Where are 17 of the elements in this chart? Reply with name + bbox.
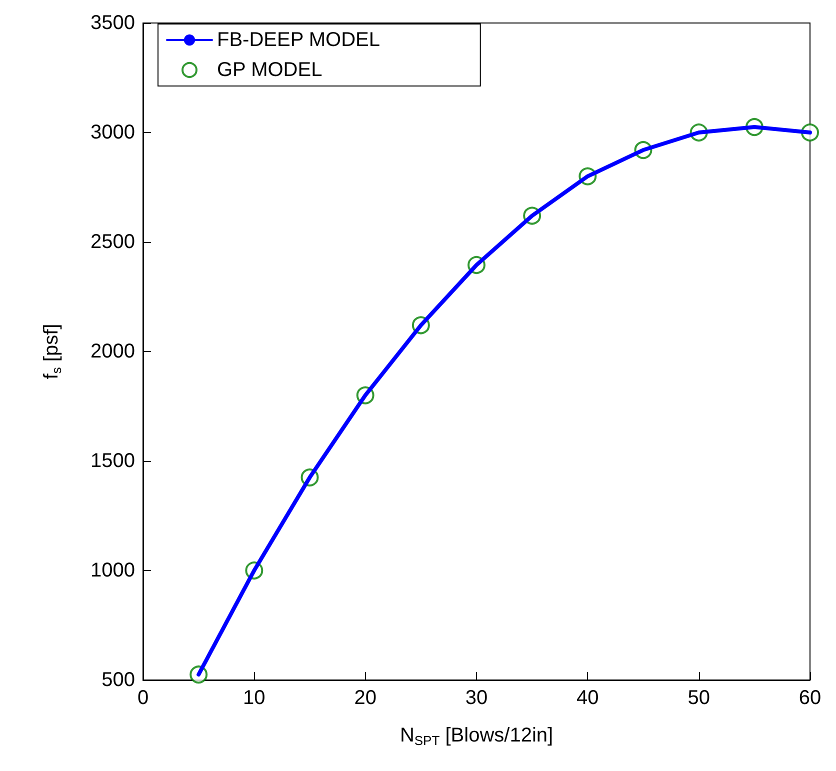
x-tick-label: 20 [354, 687, 376, 709]
y-tick-label: 2500 [90, 231, 135, 253]
y-tick-label: 500 [102, 669, 135, 691]
x-tick-label: 0 [137, 687, 149, 709]
y-tick-label: 3500 [90, 12, 135, 34]
x-tick-label: 10 [243, 687, 266, 709]
x-tick-label: 50 [688, 687, 710, 709]
y-tick-label: 1000 [90, 560, 135, 582]
x-tick-label: 40 [576, 687, 599, 709]
legend-label: FB-DEEP MODEL [217, 29, 380, 51]
x-tick-label: 30 [465, 687, 488, 709]
legend-label: GP MODEL [217, 59, 322, 81]
y-axis-title: fs [psf] [40, 324, 64, 380]
x-tick-label: 60 [798, 687, 822, 709]
y-tick-label: 3000 [90, 122, 135, 144]
y-tick-label: 1500 [90, 450, 135, 472]
y-tick-label: 2000 [90, 340, 135, 362]
